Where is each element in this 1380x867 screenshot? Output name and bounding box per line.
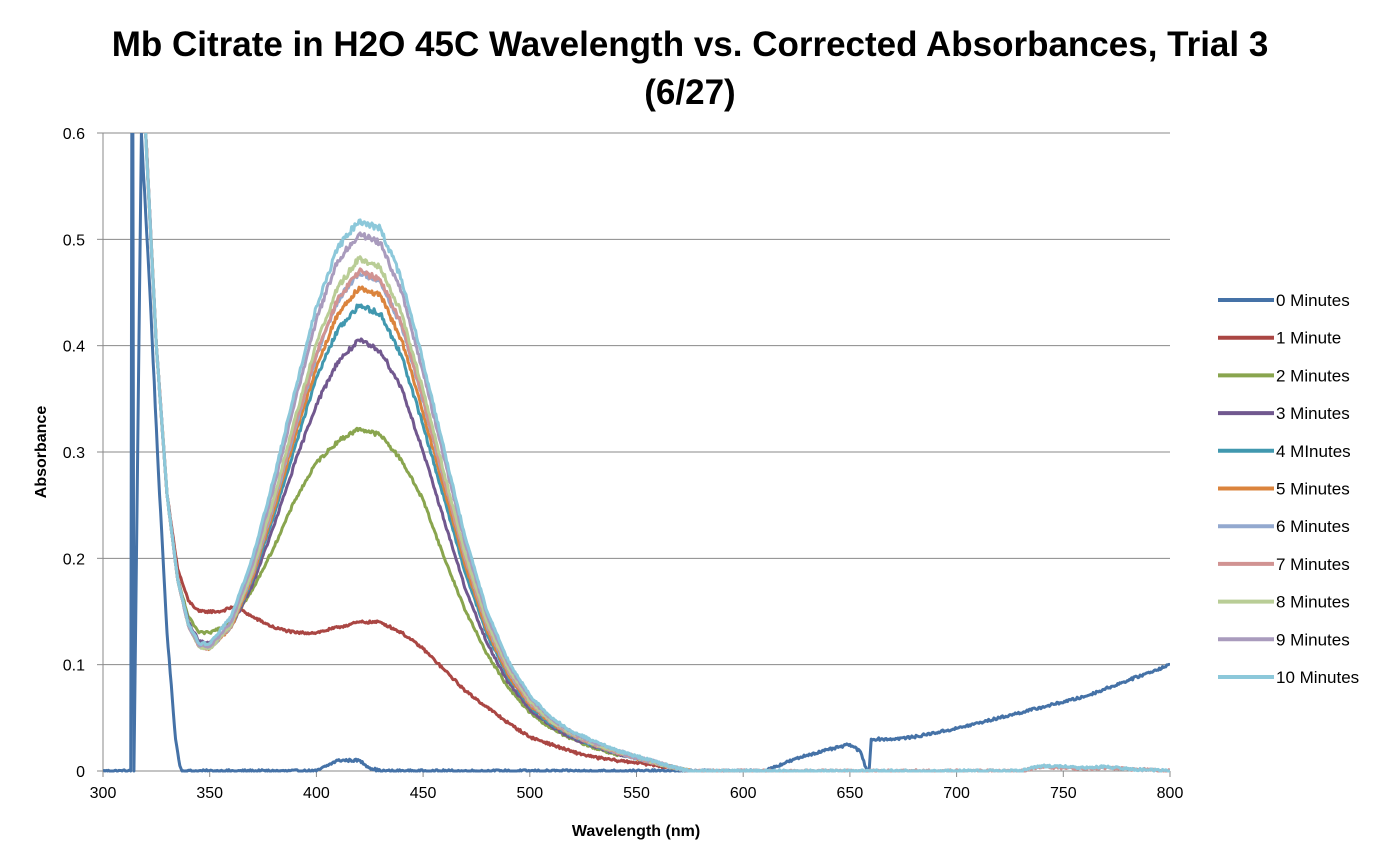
- x-axis-label: Wavelength (nm): [572, 823, 700, 840]
- y-axis-label: Absorbance: [33, 406, 50, 499]
- legend-label: 3 Minutes: [1276, 404, 1350, 423]
- x-tick-label: 400: [303, 785, 330, 802]
- legend-label: 1 Minute: [1276, 329, 1341, 348]
- legend-label: 10 Minutes: [1276, 668, 1359, 687]
- x-tick-label: 500: [516, 785, 543, 802]
- x-tick-label: 450: [410, 785, 437, 802]
- series-line-10: [144, 133, 1170, 773]
- legend-label: 0 Minutes: [1276, 291, 1350, 310]
- legend-label: 8 Minutes: [1276, 593, 1350, 612]
- series-line-0: [103, 133, 1170, 773]
- x-tick-label: 350: [196, 785, 223, 802]
- legend: 0 Minutes 1 Minute 2 Minutes 3 Minutes 4 MIn…: [1218, 291, 1359, 687]
- y-tick-label: 0.6: [63, 126, 85, 143]
- y-tick-label: 0.2: [63, 551, 85, 568]
- y-tick-label: 0.3: [63, 445, 85, 462]
- x-tick-label: 600: [730, 785, 757, 802]
- legend-label: 6 Minutes: [1276, 517, 1350, 536]
- x-tick-label: 700: [943, 785, 970, 802]
- y-tick-label: 0.1: [63, 658, 85, 675]
- y-tick-label: 0.5: [63, 232, 85, 249]
- x-tick-label: 750: [1050, 785, 1077, 802]
- y-tick-label: 0.4: [63, 339, 85, 356]
- legend-label: 9 Minutes: [1276, 630, 1350, 649]
- x-tick-label: 800: [1157, 785, 1184, 802]
- x-tick-label: 300: [90, 785, 117, 802]
- legend-label: 7 Minutes: [1276, 555, 1350, 574]
- plot-area-series: [103, 133, 1170, 773]
- tick-labels: 300 350 400 450 500 550 600 650 700 750 800 0 0.1 0.2…: [63, 126, 1184, 802]
- x-tick-label: 650: [837, 785, 864, 802]
- legend-label: 2 Minutes: [1276, 366, 1350, 385]
- chart-title-line-2: (6/27): [644, 73, 735, 112]
- legend-label: 5 Minutes: [1276, 480, 1350, 499]
- y-tick-label: 0: [76, 764, 85, 781]
- legend-label: 4 MInutes: [1276, 442, 1351, 461]
- x-tick-label: 550: [623, 785, 650, 802]
- chart-title-line-1: Mb Citrate in H2O 45C Wavelength vs. Cor…: [112, 25, 1269, 64]
- series-line-9: [144, 133, 691, 773]
